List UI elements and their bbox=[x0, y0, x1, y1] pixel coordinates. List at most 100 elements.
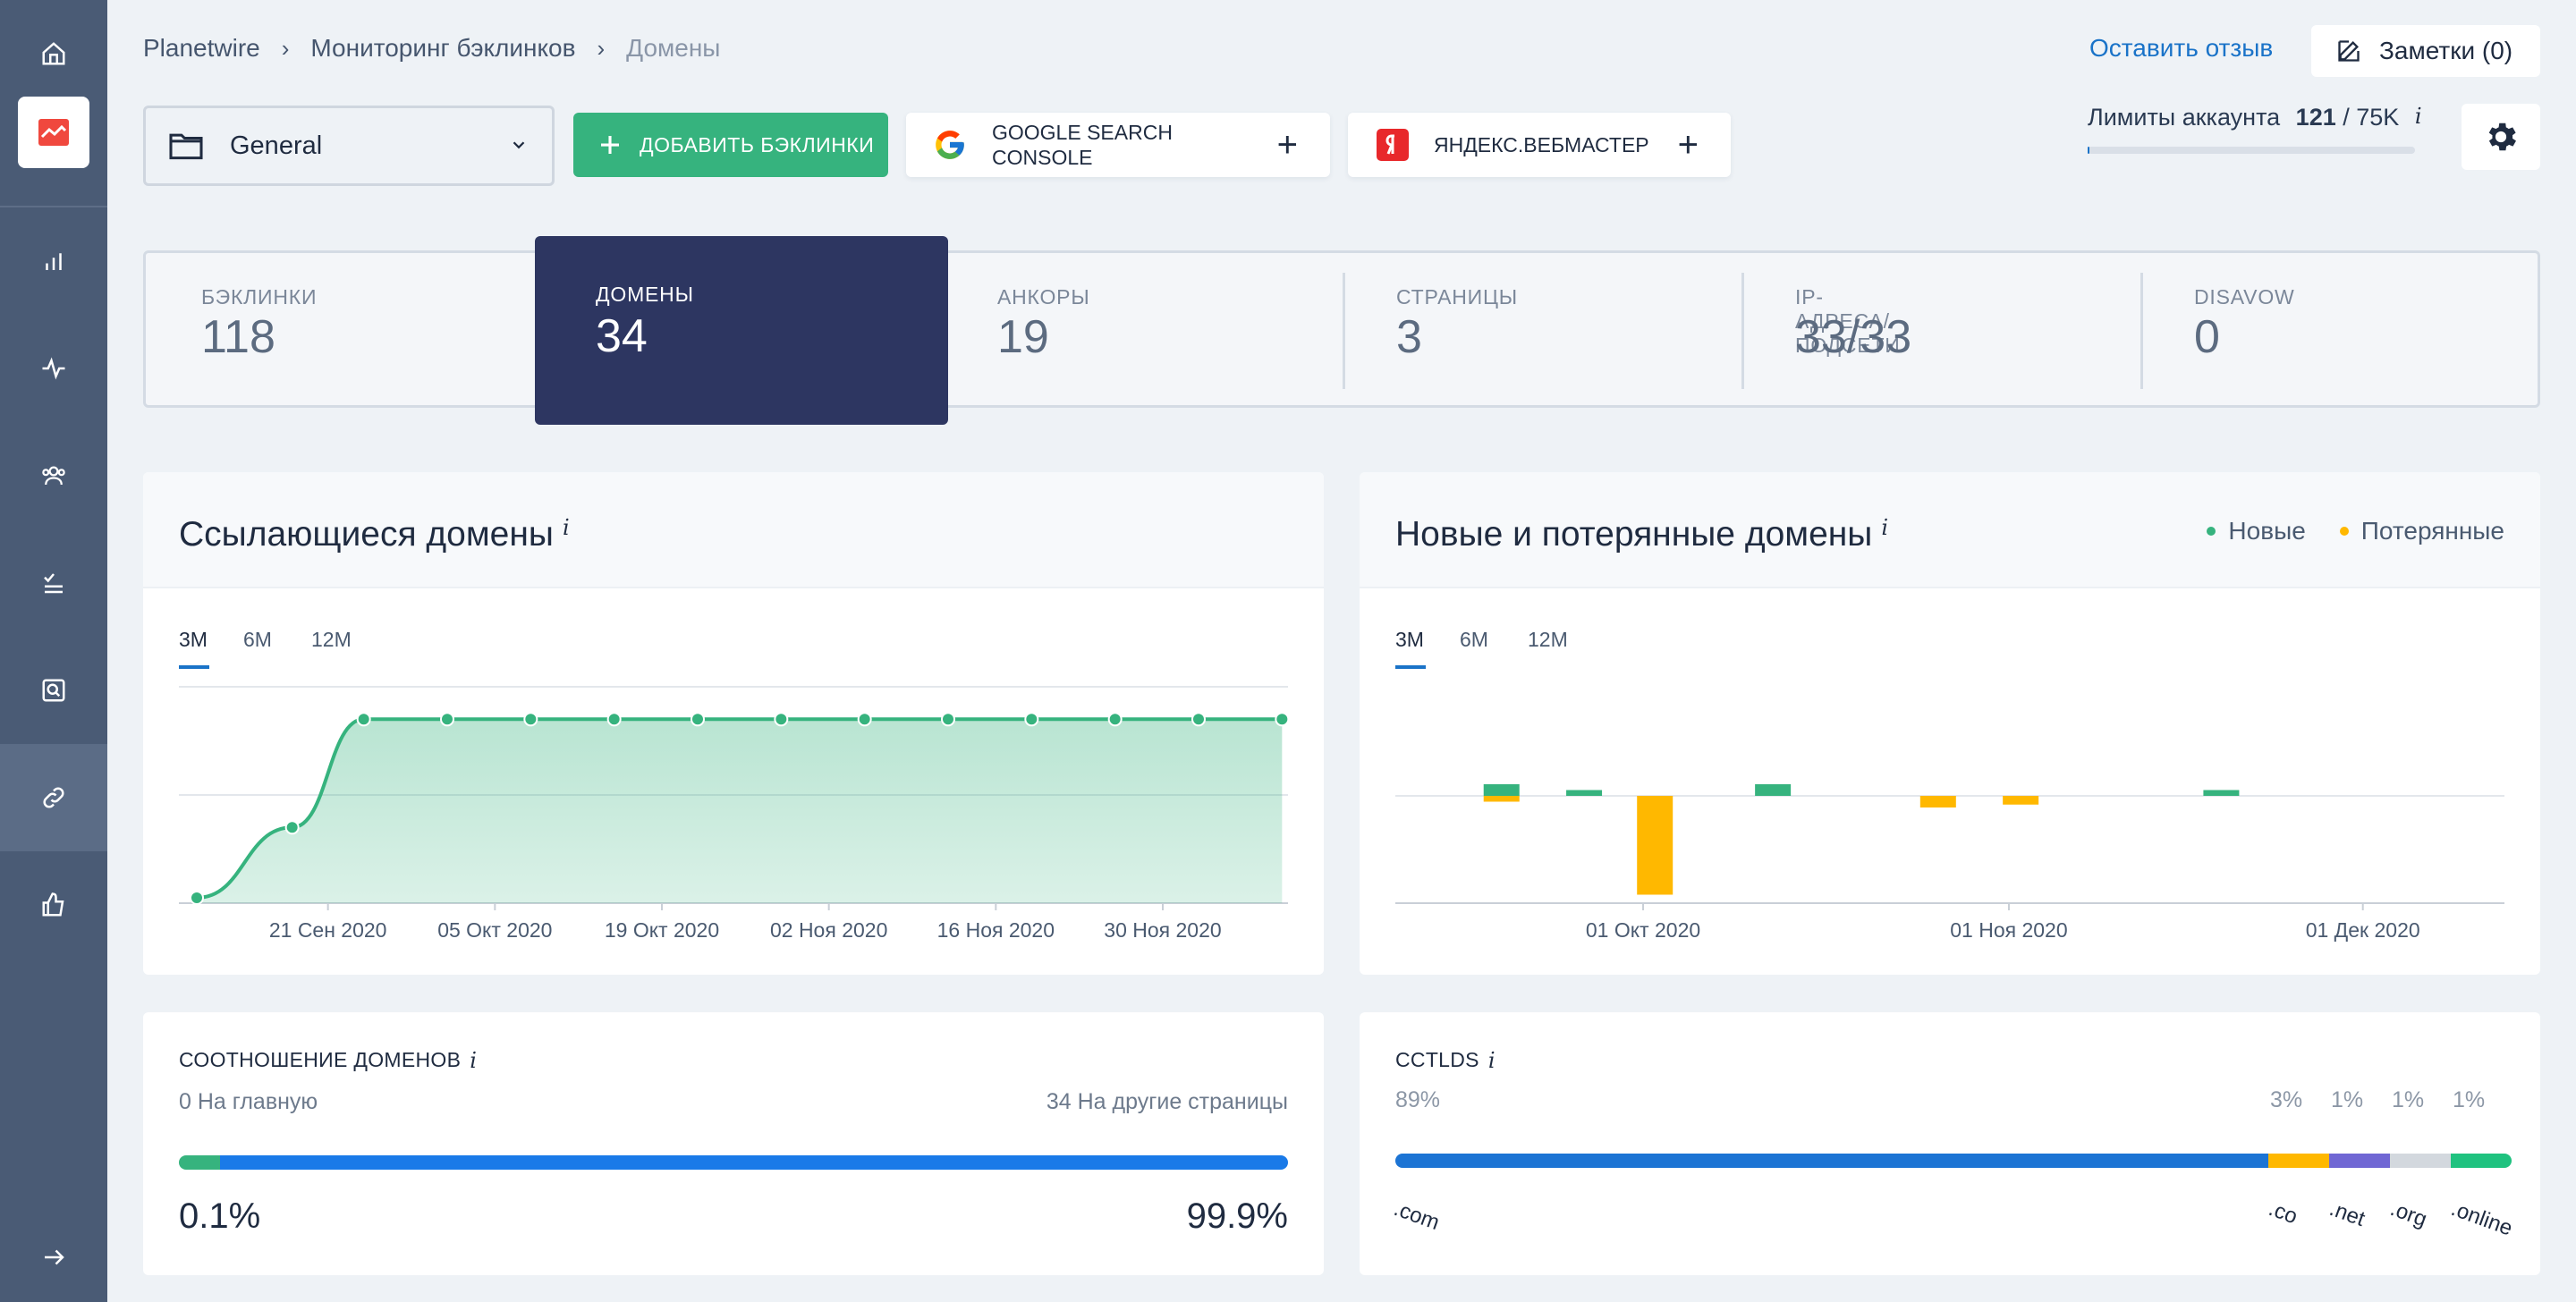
bar-new bbox=[1483, 784, 1520, 796]
search-page-icon[interactable] bbox=[0, 637, 107, 744]
card-title: Новые и потерянные домены i bbox=[1395, 515, 1888, 554]
stat-label: АНКОРЫ bbox=[997, 285, 1090, 309]
card-title: CCTLDS i bbox=[1395, 1048, 1496, 1073]
users-icon[interactable] bbox=[0, 422, 107, 529]
feedback-link[interactable]: Оставить отзыв bbox=[2089, 34, 2274, 62]
tab-3m[interactable]: 3M bbox=[179, 628, 208, 651]
limits-used: 121 bbox=[2295, 104, 2336, 131]
limits-progress-fill bbox=[2088, 147, 2089, 154]
stat-value: 118 bbox=[201, 311, 275, 363]
cctld-label: .org bbox=[2386, 1196, 2430, 1232]
tab-6m[interactable]: 6M bbox=[243, 628, 272, 651]
cctld-percent: 1% bbox=[2453, 1087, 2486, 1112]
stat-value: 33/33 bbox=[1795, 311, 1912, 363]
stat-domains[interactable]: ДОМЕНЫ 34 bbox=[535, 236, 948, 425]
account-limits: Лимиты аккаунта 121 / 75K i bbox=[2088, 104, 2422, 131]
tab-12m[interactable]: 12M bbox=[1528, 628, 1568, 651]
card-title: Ссылающиеся домены i bbox=[179, 515, 570, 554]
arrow-right-icon[interactable] bbox=[0, 1204, 107, 1302]
domain-ratio-card: СООТНОШЕНИЕ ДОМЕНОВ i 0 На главную 34 На … bbox=[143, 1012, 1324, 1275]
google-label-line1: GOOGLE SEARCH bbox=[992, 121, 1173, 144]
breadcrumb-backlinks[interactable]: Мониторинг бэклинков bbox=[310, 34, 576, 62]
bar-lost bbox=[1483, 796, 1520, 802]
x-tick-label: 16 Ноя 2020 bbox=[937, 918, 1055, 942]
plus-icon: + bbox=[1677, 125, 1699, 165]
stat-label: ДОМЕНЫ bbox=[596, 283, 694, 306]
cctld-percent: 1% bbox=[2331, 1087, 2364, 1112]
ratio-home-label: 0 На главную bbox=[179, 1089, 318, 1114]
home-icon[interactable] bbox=[0, 0, 107, 107]
yandex-webmaster-label: ЯНДЕКС.ВЕБМАСТЕР bbox=[1434, 132, 1649, 156]
cctld-segment[interactable] bbox=[1395, 1154, 2268, 1168]
folder-select[interactable]: General bbox=[143, 106, 555, 186]
data-point bbox=[774, 712, 789, 727]
breadcrumb: Planetwire › Мониторинг бэклинков › Доме… bbox=[143, 34, 720, 63]
data-point bbox=[1024, 712, 1039, 727]
stats-bar: БЭКЛИНКИ 118 АНКОРЫ 19 СТРАНИЦЫ 3 IP-АДР… bbox=[143, 250, 2540, 408]
x-tick-label: 19 Окт 2020 bbox=[605, 918, 719, 942]
referring-domains-chart: 21 Сен 2020 05 Окт 2020 19 Окт 2020 02 Ноя … bbox=[179, 686, 1290, 942]
data-point bbox=[1191, 712, 1206, 727]
info-icon[interactable]: i bbox=[470, 1048, 478, 1073]
data-point bbox=[691, 712, 705, 727]
data-point bbox=[857, 712, 872, 727]
tab-3m[interactable]: 3M bbox=[1395, 628, 1424, 651]
bar-chart-icon[interactable] bbox=[0, 207, 107, 315]
chevron-right-icon: › bbox=[281, 34, 290, 62]
plus-icon bbox=[601, 136, 619, 154]
legend-item-lost[interactable]: Потерянные bbox=[2339, 517, 2504, 545]
cctld-segment[interactable] bbox=[2451, 1154, 2512, 1168]
stat-label: СТРАНИЦЫ bbox=[1396, 285, 1518, 309]
edit-icon bbox=[2338, 40, 2360, 62]
area-fill bbox=[197, 719, 1283, 903]
stat-value: 3 bbox=[1396, 311, 1422, 363]
thumbs-up-icon[interactable] bbox=[0, 851, 107, 959]
tab-6m[interactable]: 6M bbox=[1460, 628, 1488, 651]
yandex-webmaster-button[interactable]: ЯНДЕКС.ВЕБМАСТЕР + bbox=[1348, 113, 1731, 177]
pulse-icon[interactable] bbox=[0, 315, 107, 422]
tab-12m[interactable]: 12M bbox=[311, 628, 352, 651]
notes-button[interactable]: Заметки (0) bbox=[2311, 25, 2540, 77]
legend-dot-new bbox=[2207, 527, 2216, 536]
x-tick-label: 05 Окт 2020 bbox=[437, 918, 552, 942]
stat-divider bbox=[2140, 273, 2143, 389]
card-header: Ссылающиеся домены i bbox=[143, 472, 1324, 588]
x-tick-label: 21 Сен 2020 bbox=[269, 918, 387, 942]
info-icon[interactable]: i bbox=[1487, 1048, 1496, 1073]
data-point bbox=[1107, 712, 1123, 727]
legend-item-new[interactable]: Новые bbox=[2207, 517, 2306, 545]
notes-label: Заметки (0) bbox=[2379, 37, 2513, 64]
x-tick-label: 01 Дек 2020 bbox=[2306, 918, 2420, 942]
cctld-segment[interactable] bbox=[2329, 1154, 2390, 1168]
stat-value: 19 bbox=[997, 311, 1049, 363]
link-icon[interactable] bbox=[0, 744, 107, 851]
card-title-text: Новые и потерянные домены bbox=[1395, 515, 1873, 554]
cctld-label: .online bbox=[2447, 1196, 2516, 1241]
data-point bbox=[606, 712, 622, 727]
ratio-home-percent: 0.1% bbox=[179, 1196, 261, 1236]
stat-divider bbox=[1343, 273, 1345, 389]
google-search-console-button[interactable]: GOOGLE SEARCH CONSOLE + bbox=[906, 113, 1330, 177]
checklist-icon[interactable] bbox=[0, 529, 107, 637]
stat-value: 0 bbox=[2194, 311, 2220, 363]
chevron-down-icon bbox=[513, 141, 525, 149]
breadcrumb-project[interactable]: Planetwire bbox=[143, 34, 260, 62]
cctld-percent: 89% bbox=[1395, 1087, 1441, 1112]
new-lost-domains-card: Новые и потерянные домены i Новые Потерян… bbox=[1360, 472, 2540, 975]
settings-button[interactable] bbox=[2462, 104, 2540, 170]
x-tick-label: 30 Ноя 2020 bbox=[1104, 918, 1221, 942]
cctld-segment[interactable] bbox=[2390, 1154, 2451, 1168]
cctld-segment[interactable] bbox=[2268, 1154, 2329, 1168]
logo-icon[interactable] bbox=[18, 97, 89, 168]
add-backlinks-button[interactable]: ДОБАВИТЬ БЭКЛИНКИ bbox=[573, 113, 888, 177]
limits-progress-bar bbox=[2088, 147, 2415, 154]
info-icon[interactable]: i bbox=[1881, 515, 1889, 540]
data-point bbox=[284, 820, 300, 835]
info-icon[interactable]: i bbox=[2414, 104, 2422, 129]
ratio-other-percent: 99.9% bbox=[1186, 1196, 1288, 1236]
legend-label-lost: Потерянные bbox=[2360, 517, 2504, 545]
info-icon[interactable]: i bbox=[562, 515, 570, 540]
cctlds-breakdown: 89% .com 3% .co 1% .net 1% .org 1% .online bbox=[1360, 1012, 2540, 1275]
cctld-percent: 1% bbox=[2392, 1087, 2425, 1112]
google-icon bbox=[936, 131, 964, 159]
